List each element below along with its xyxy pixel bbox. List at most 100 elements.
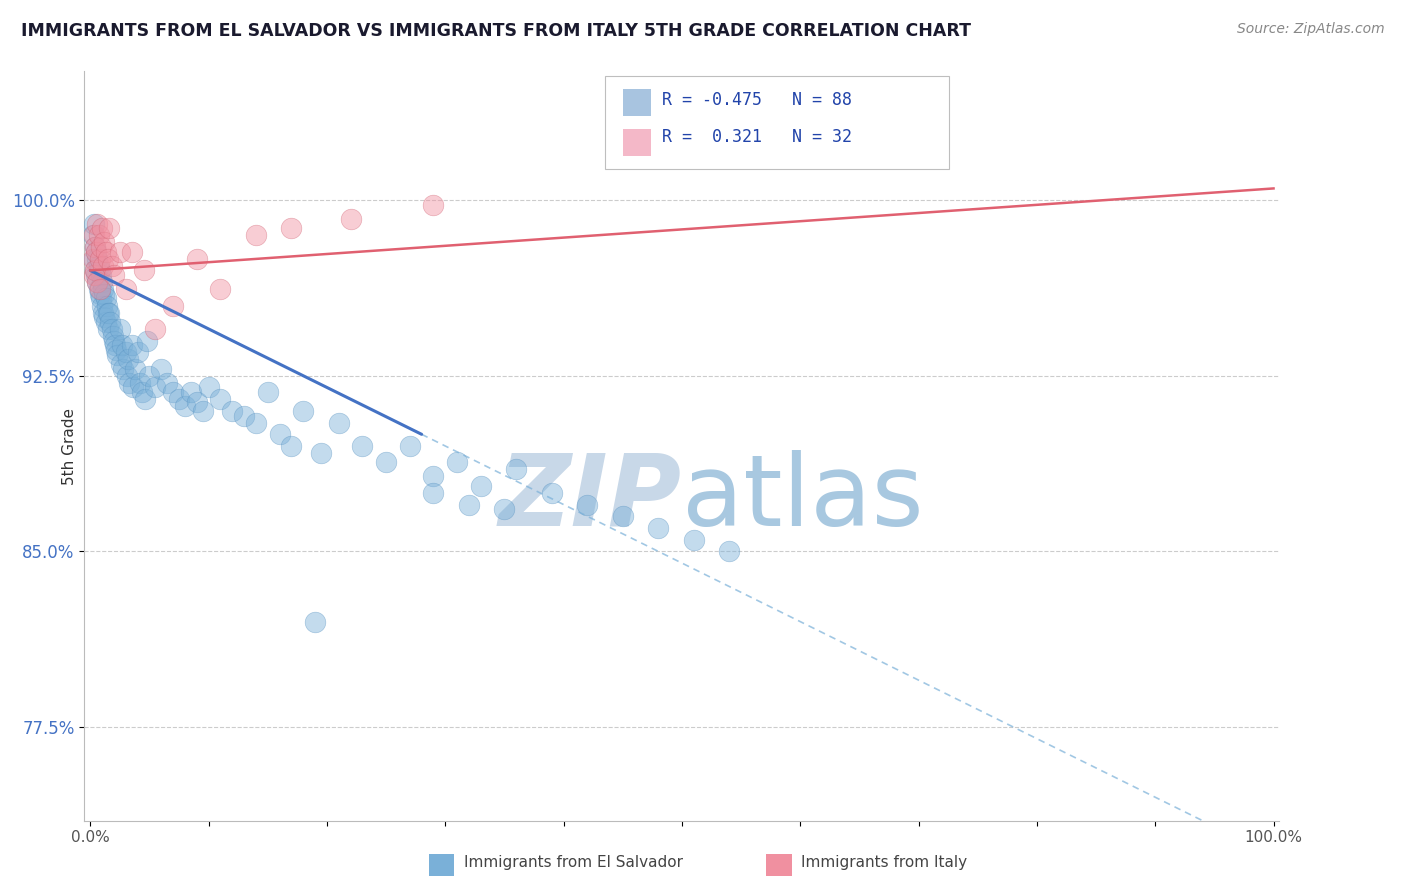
Point [82,228,104,243]
Point [87,228,110,243]
Point [422,469,444,483]
Point [112,361,135,376]
Point [121,244,143,259]
Text: atlas: atlas [682,450,924,547]
Point [339,211,361,226]
Point [89,286,111,301]
Point [87,259,110,273]
Point [118,376,141,390]
Point [98,221,121,235]
Point [136,334,159,348]
Point [89,263,111,277]
Point [280,439,302,453]
Point [304,615,326,629]
Point [103,334,125,348]
Point [86,275,108,289]
Point [93,310,115,325]
Point [91,275,114,289]
Point [83,217,105,231]
Point [124,361,146,376]
Point [682,533,704,547]
Point [107,348,129,362]
Point [83,268,105,282]
Point [101,329,124,343]
Point [84,263,107,277]
Point [100,259,122,273]
Point [93,235,115,250]
Point [143,322,166,336]
Point [111,338,134,352]
Point [105,343,128,357]
Point [104,338,127,352]
Point [256,385,278,400]
Point [110,357,132,371]
Point [292,404,315,418]
Point [121,338,143,352]
Point [269,427,291,442]
Point [156,376,179,390]
Point [84,244,107,259]
Point [98,305,121,319]
Point [84,244,107,259]
Text: Immigrants from El Salvador: Immigrants from El Salvador [464,855,683,870]
Point [89,282,111,296]
Point [458,498,481,512]
Point [100,315,122,329]
Point [328,416,350,430]
Text: R = -0.475   N = 88: R = -0.475 N = 88 [662,91,852,109]
Point [197,380,219,394]
Point [84,240,107,254]
Point [90,240,112,254]
Point [97,322,120,336]
Point [209,282,232,296]
Point [117,352,139,367]
Point [375,455,398,469]
Y-axis label: 5th Grade: 5th Grade [62,408,77,484]
Point [97,252,120,266]
Point [398,439,420,453]
Point [245,228,267,243]
Point [122,380,145,394]
Point [245,416,267,430]
Point [96,299,118,313]
Point [186,252,208,266]
Point [108,322,131,336]
Point [143,380,166,394]
Point [86,217,108,231]
Point [221,404,243,418]
Point [134,392,156,407]
Point [97,305,120,319]
Point [93,286,115,301]
Point [422,198,444,212]
Point [129,376,152,390]
Point [103,268,125,282]
Point [87,282,110,296]
Point [84,263,107,277]
Point [174,399,197,413]
Point [138,368,160,383]
Point [422,485,444,500]
Point [94,315,117,329]
Point [505,462,527,476]
Point [89,252,111,266]
Text: Source: ZipAtlas.com: Source: ZipAtlas.com [1237,22,1385,37]
Point [191,404,214,418]
Text: IMMIGRANTS FROM EL SALVADOR VS IMMIGRANTS FROM ITALY 5TH GRADE CORRELATION CHART: IMMIGRANTS FROM EL SALVADOR VS IMMIGRANT… [21,22,972,40]
Point [84,240,107,254]
Point [83,228,105,243]
Point [82,252,104,266]
Point [186,394,208,409]
Point [576,498,599,512]
Point [108,244,131,259]
Point [352,439,374,453]
Text: Immigrants from Italy: Immigrants from Italy [801,855,967,870]
Point [612,509,634,524]
Point [647,521,669,535]
Point [91,305,114,319]
Point [167,392,190,407]
Point [94,292,117,306]
Point [91,221,114,235]
Point [84,268,107,282]
Point [115,368,138,383]
Point [90,268,112,282]
